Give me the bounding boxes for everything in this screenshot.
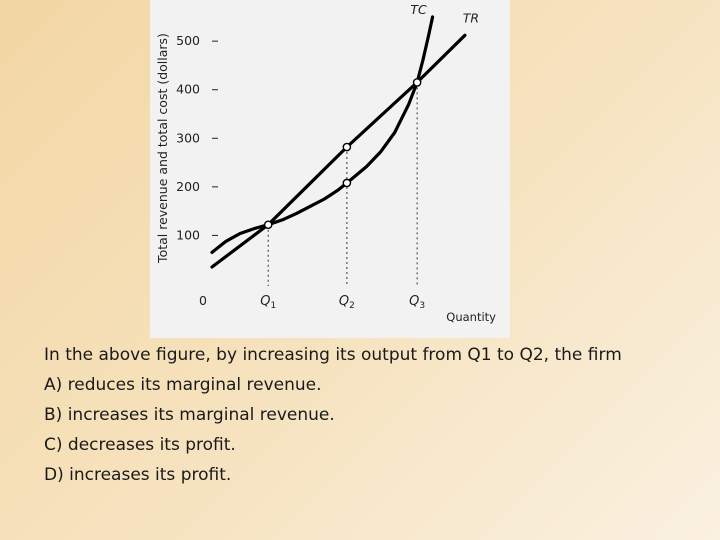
y-tick-label-400: 400 bbox=[176, 82, 200, 97]
answer-option-d[interactable]: D) increases its profit. bbox=[44, 465, 232, 485]
y-tick-label-100: 100 bbox=[176, 227, 200, 242]
marked-point-4 bbox=[412, 78, 422, 87]
tc-curve bbox=[210, 15, 435, 254]
q3-label: Q3 bbox=[409, 294, 425, 311]
q1-label: Q1 bbox=[260, 294, 276, 311]
marked-point-1 bbox=[263, 220, 273, 230]
y-tick-label-300: 300 bbox=[176, 130, 200, 145]
marked-point-2 bbox=[342, 142, 352, 152]
tc-label: TC bbox=[410, 2, 427, 17]
y-tick-label-500: 500 bbox=[176, 33, 200, 48]
answer-option-b[interactable]: B) increases its marginal revenue. bbox=[44, 405, 335, 425]
figure-panel: Total revenue and total cost (dollars) 10… bbox=[150, 0, 510, 338]
answer-option-a[interactable]: A) reduces its marginal revenue. bbox=[44, 375, 322, 395]
marked-point-3 bbox=[342, 178, 352, 188]
tr-tc-chart: Total revenue and total cost (dollars) 10… bbox=[155, 2, 496, 324]
question-stem: In the above figure, by increasing its o… bbox=[44, 345, 622, 365]
tr-label: TR bbox=[463, 10, 479, 25]
answer-option-c[interactable]: C) decreases its profit. bbox=[44, 435, 236, 455]
origin-label: 0 bbox=[199, 293, 207, 308]
q2-label: Q2 bbox=[339, 294, 355, 311]
y-tick-label-200: 200 bbox=[176, 179, 200, 194]
tr-curve bbox=[210, 33, 467, 269]
question-block: In the above figure, by increasing its o… bbox=[44, 344, 684, 494]
y-axis-title: Total revenue and total cost (dollars) bbox=[155, 33, 170, 264]
x-axis-title: Quantity bbox=[446, 310, 496, 324]
